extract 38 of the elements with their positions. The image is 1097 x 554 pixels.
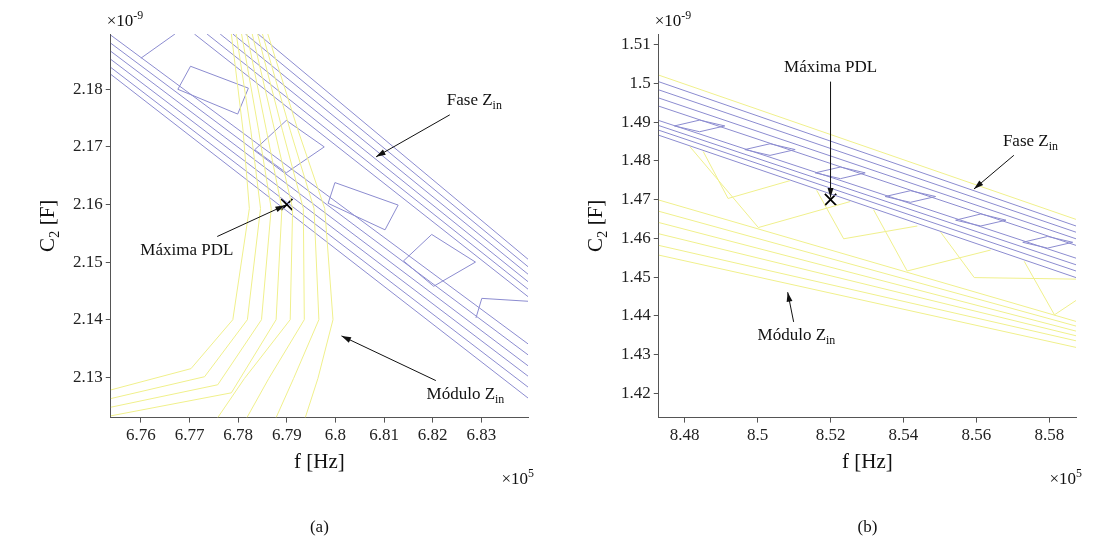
- y-tick-label: 2.15: [73, 251, 103, 271]
- x-tick-label: 8.54: [888, 425, 919, 445]
- x-tick-label: 8.56: [961, 425, 992, 445]
- text: (a): [309, 517, 329, 537]
- y-axis-title: C2 [F]: [35, 199, 62, 252]
- y-tick-label: 1.48: [621, 150, 651, 170]
- x-tick-label: 6.76: [126, 425, 156, 445]
- x-tick-label: 6.78: [223, 425, 254, 445]
- x-tick-label: 6.77: [174, 425, 205, 445]
- y-axis-title: C2 [F]: [583, 199, 610, 252]
- x-tick-label: 8.5: [746, 425, 769, 445]
- y-tick-label: 1.5: [629, 72, 651, 92]
- y-tick-label: 1.44: [621, 305, 652, 325]
- x-axis-title: f [Hz]: [294, 449, 345, 474]
- y-tick-label: 2.13: [73, 366, 103, 386]
- x-tick-label: 6.81: [369, 425, 399, 445]
- x-tick-label: 6.8: [324, 425, 347, 445]
- y-tick-label: 1.51: [621, 33, 651, 53]
- x-tick-label: 8.48: [669, 425, 700, 445]
- x-tick-label: 6.79: [271, 425, 302, 445]
- x-tick-label: 8.52: [815, 425, 846, 445]
- y-tick-label: 1.49: [621, 111, 651, 131]
- y-tick-label: 1.43: [621, 344, 651, 364]
- y-tick-label: 1.46: [621, 227, 651, 247]
- x-tick-label: 6.82: [417, 425, 448, 445]
- text: (b): [857, 517, 878, 537]
- y-tick-label: 2.16: [73, 193, 103, 213]
- y-tick-label: 1.45: [621, 266, 651, 286]
- annotation: Máxima PDL: [140, 239, 234, 259]
- y-tick-label: 1.42: [621, 383, 651, 403]
- y-tick-label: 2.17: [73, 136, 104, 156]
- x-tick-label: 6.83: [466, 425, 497, 445]
- annotation: Máxima PDL: [784, 57, 878, 77]
- x-tick-label: 8.58: [1034, 425, 1065, 445]
- y-tick-label: 2.14: [73, 309, 104, 329]
- x-axis-title: f [Hz]: [842, 449, 893, 474]
- y-tick-label: 2.18: [73, 78, 103, 98]
- y-tick-label: 1.47: [621, 189, 652, 209]
